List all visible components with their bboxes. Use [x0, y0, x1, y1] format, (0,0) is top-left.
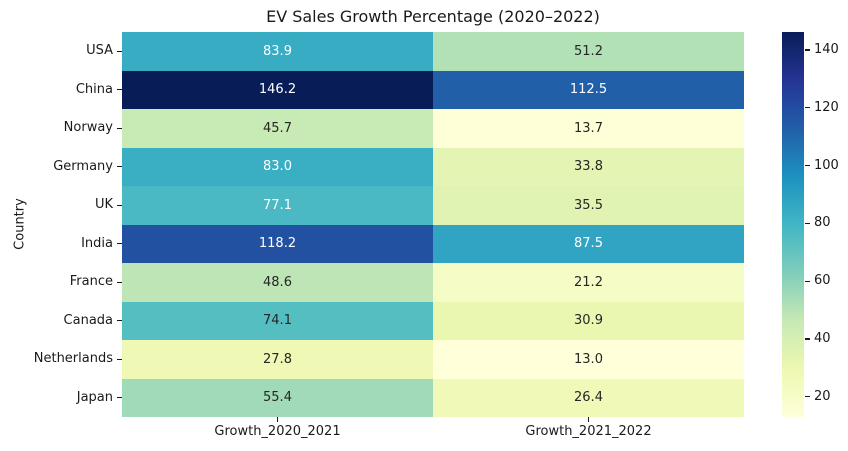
y-tick-mark — [117, 243, 122, 245]
heatmap-cell-France-Growth_2021_2022: 21.2 — [433, 263, 744, 302]
x-tick-labels: Growth_2020_2021 Growth_2021_2022 — [122, 417, 744, 443]
y-tick-mark — [117, 358, 122, 360]
heatmap-cell-China-Growth_2021_2022: 112.5 — [433, 70, 744, 109]
cell-value: 33.8 — [574, 159, 603, 175]
y-tick-label-India: India — [81, 235, 113, 251]
cell-value: 83.9 — [263, 43, 292, 59]
colorbar-tick-label-140: 140 — [814, 41, 839, 57]
cell-value: 27.8 — [263, 351, 292, 367]
colorbar-tick-labels: 20 40 60 80 100 120 140 — [804, 32, 848, 417]
heatmap-cell-India-Growth_2021_2022: 87.5 — [433, 224, 744, 263]
heatmap-cell-France-Growth_2020_2021: 48.6 — [122, 263, 433, 302]
colorbar-tick-label-40: 40 — [814, 330, 831, 346]
heatmap-cell-Canada-Growth_2020_2021: 74.1 — [122, 301, 433, 340]
cell-value: 77.1 — [263, 197, 292, 213]
cell-value: 112.5 — [569, 82, 608, 98]
chart-title: EV Sales Growth Percentage (2020–2022) — [266, 7, 600, 26]
colorbar-tick-mark — [805, 396, 810, 398]
colorbar — [782, 32, 804, 417]
y-tick-mark — [117, 89, 122, 91]
cell-value: 51.2 — [574, 43, 603, 59]
heatmap-cell-Canada-Growth_2021_2022: 30.9 — [433, 301, 744, 340]
heatmap-cell-USA-Growth_2021_2022: 51.2 — [433, 32, 744, 71]
y-tick-label-Japan: Japan — [76, 389, 113, 405]
colorbar-tick-label-20: 20 — [814, 388, 831, 404]
x-tick-label-Growth_2020_2021: Growth_2020_2021 — [214, 424, 341, 439]
heatmap-cell-Japan-Growth_2021_2022: 26.4 — [433, 378, 744, 417]
cell-value: 30.9 — [574, 313, 603, 329]
cell-value: 83.0 — [263, 159, 292, 175]
heatmap-cell-Netherlands-Growth_2020_2021: 27.8 — [122, 340, 433, 379]
x-tick-mark — [276, 417, 279, 422]
y-tick-label-Netherlands: Netherlands — [33, 351, 113, 366]
y-tick-mark — [117, 50, 122, 52]
heatmap-cell-UK-Growth_2020_2021: 77.1 — [122, 186, 433, 225]
cell-value: 21.2 — [574, 274, 603, 290]
colorbar-tick-mark — [805, 164, 810, 167]
y-tick-mark — [117, 204, 122, 206]
y-tick-label-UK: UK — [94, 197, 113, 212]
y-tick-mark — [117, 166, 122, 168]
y-tick-mark — [117, 397, 122, 399]
cell-value: 74.1 — [263, 313, 292, 329]
heatmap-cell-Germany-Growth_2021_2022: 33.8 — [433, 147, 744, 186]
heatmap-cell-Netherlands-Growth_2021_2022: 13.0 — [433, 340, 744, 379]
cell-value: 146.2 — [258, 82, 297, 98]
y-tick-mark — [117, 281, 122, 283]
y-tick-mark — [117, 320, 122, 322]
cell-value: 55.4 — [263, 390, 292, 406]
y-tick-mark — [117, 127, 122, 129]
y-tick-labels: USA China Norway Germany UK India France Canada… — [0, 32, 122, 417]
heatmap-cell-USA-Growth_2020_2021: 83.9 — [122, 32, 433, 71]
colorbar-tick-mark — [805, 107, 810, 109]
y-tick-label-Germany: Germany — [53, 158, 113, 174]
colorbar-tick-label-80: 80 — [814, 215, 831, 231]
y-tick-label-USA: USA — [86, 43, 113, 58]
heatmap-cell-Japan-Growth_2020_2021: 55.4 — [122, 378, 433, 417]
cell-value: 13.0 — [574, 351, 603, 367]
heatmap-cell-China-Growth_2020_2021: 146.2 — [122, 70, 433, 109]
colorbar-tick-label-120: 120 — [814, 99, 839, 115]
y-tick-label-China: China — [75, 81, 113, 97]
colorbar-tick-mark — [805, 280, 810, 282]
heatmap-cell-UK-Growth_2021_2022: 35.5 — [433, 186, 744, 225]
y-tick-label-France: France — [69, 274, 113, 289]
heatmap-grid: 83.9 51.2 146.2 112.5 45.7 13.7 83.0 33.8 77.1 35… — [122, 32, 744, 417]
x-tick-label-Growth_2021_2022: Growth_2021_2022 — [525, 424, 652, 439]
colorbar-tick-mark — [805, 338, 810, 340]
cell-value: 13.7 — [574, 120, 603, 136]
colorbar-tick-mark — [805, 222, 810, 224]
colorbar-tick-label-60: 60 — [814, 273, 831, 289]
colorbar-tick-mark — [805, 49, 810, 51]
heatmap-cell-Germany-Growth_2020_2021: 83.0 — [122, 147, 433, 186]
cell-value: 45.7 — [263, 120, 292, 136]
y-tick-label-Norway: Norway — [63, 120, 113, 135]
cell-value: 26.4 — [574, 390, 603, 406]
heatmap-cell-India-Growth_2020_2021: 118.2 — [122, 224, 433, 263]
colorbar-tick-label-100: 100 — [814, 157, 839, 173]
x-tick-mark — [587, 417, 590, 422]
cell-value: 48.6 — [263, 274, 292, 290]
cell-value: 118.2 — [258, 236, 297, 252]
y-tick-label-Canada: Canada — [63, 312, 113, 328]
cell-value: 87.5 — [574, 236, 603, 252]
cell-value: 35.5 — [574, 197, 603, 213]
heatmap-cell-Norway-Growth_2021_2022: 13.7 — [433, 109, 744, 148]
heatmap-cell-Norway-Growth_2020_2021: 45.7 — [122, 109, 433, 148]
